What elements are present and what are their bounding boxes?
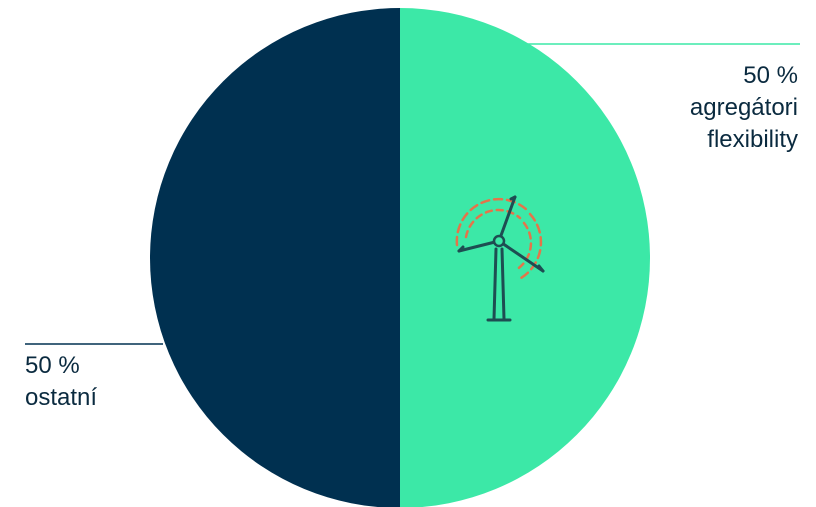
slice-name-ostatni: ostatní <box>25 384 98 411</box>
slice-name-agregatori-line-1: agregátori <box>689 94 798 121</box>
slice-name-agregatori-line-2: flexibility <box>707 126 798 153</box>
wind-turbine-icon <box>455 195 545 322</box>
slices-layer <box>150 8 650 507</box>
slice-label-agregatori: 50 % agregátori flexibility <box>690 60 798 156</box>
slice-label-ostatni: 50 % ostatní <box>25 350 97 414</box>
slice-percent-agregatori: 50 % <box>743 62 798 89</box>
pie-slice-ostatni <box>150 8 400 507</box>
slice-percent-ostatni: 50 % <box>25 352 80 379</box>
